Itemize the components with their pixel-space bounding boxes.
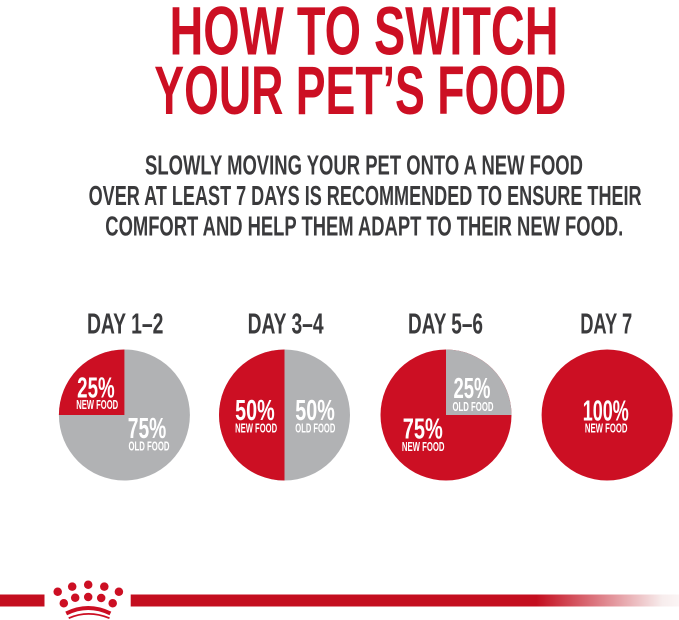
svg-text:100%: 100%: [583, 395, 629, 427]
svg-text:HOW TO SWITCH: HOW TO SWITCH: [170, 0, 559, 69]
svg-text:NEW FOOD: NEW FOOD: [235, 421, 277, 435]
svg-text:COMFORT AND HELP THEM ADAPT TO: COMFORT AND HELP THEM ADAPT TO THEIR NEW…: [105, 210, 623, 241]
svg-text:NEW FOOD: NEW FOOD: [76, 398, 118, 412]
svg-text:DAY 1–2: DAY 1–2: [87, 309, 164, 341]
svg-text:DAY 3–4: DAY 3–4: [248, 309, 324, 341]
svg-text:SLOWLY MOVING YOUR PET ONTO A: SLOWLY MOVING YOUR PET ONTO A NEW FOOD: [145, 150, 583, 181]
svg-text:OLD FOOD: OLD FOOD: [453, 400, 494, 414]
svg-text:OLD FOOD: OLD FOOD: [129, 440, 170, 454]
svg-text:25%: 25%: [77, 372, 115, 404]
svg-text:OLD FOOD: OLD FOOD: [295, 421, 335, 435]
svg-text:50%: 50%: [235, 395, 275, 427]
svg-text:OVER AT LEAST 7 DAYS IS RECOMM: OVER AT LEAST 7 DAYS IS RECOMMENDED TO E…: [89, 180, 642, 211]
svg-text:75%: 75%: [128, 413, 167, 445]
svg-text:75%: 75%: [403, 414, 443, 446]
svg-text:NEW FOOD: NEW FOOD: [402, 440, 445, 454]
svg-text:25%: 25%: [454, 373, 491, 405]
svg-text:NEW FOOD: NEW FOOD: [585, 422, 628, 436]
svg-text:50%: 50%: [295, 395, 335, 427]
svg-text:YOUR PET’S FOOD: YOUR PET’S FOOD: [154, 52, 566, 129]
svg-text:DAY 7: DAY 7: [580, 309, 632, 341]
svg-text:DAY 5–6: DAY 5–6: [408, 309, 483, 341]
